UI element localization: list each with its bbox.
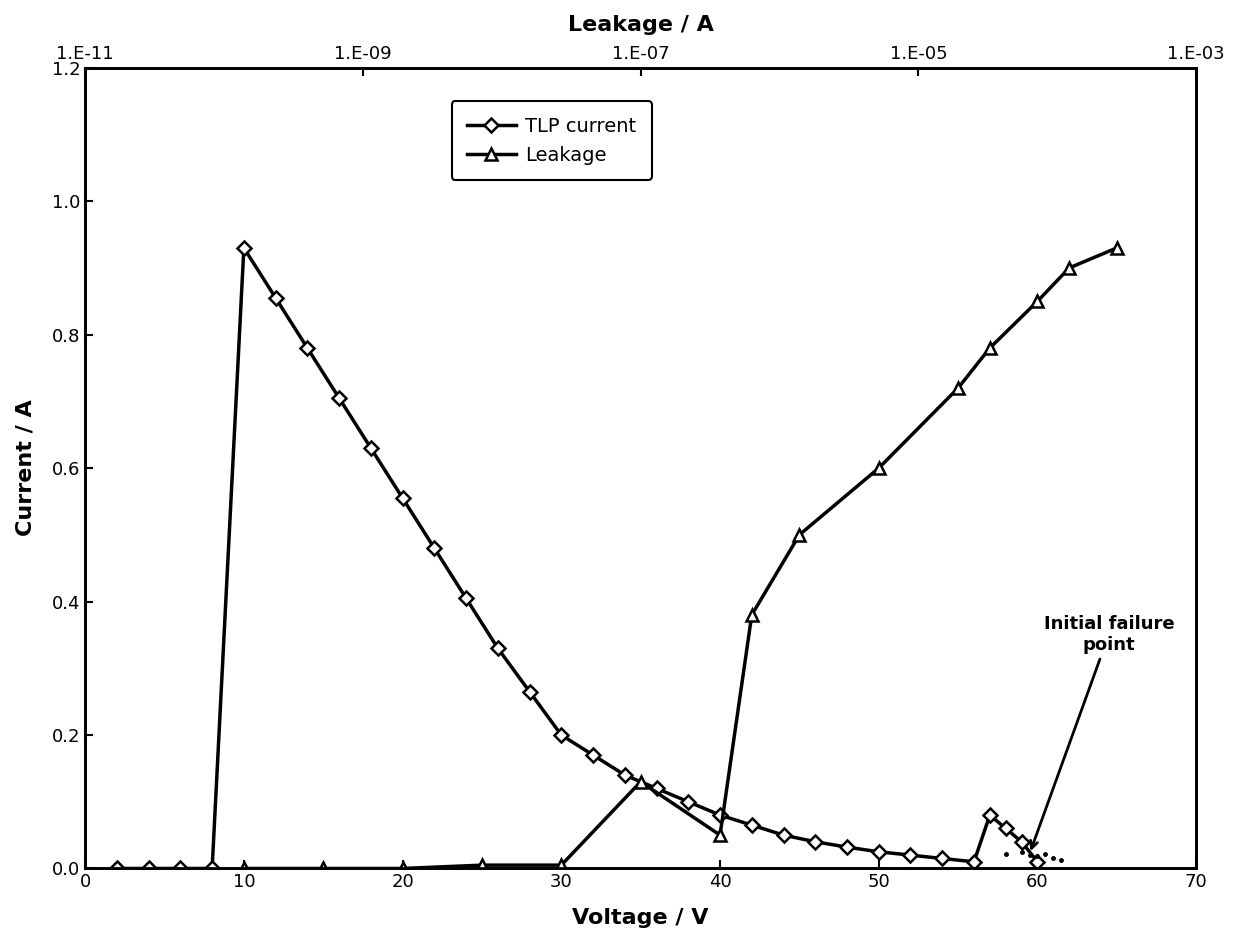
TLP current [427, 542, 441, 554]
Leakage [634, 776, 649, 787]
Y-axis label: Current / A: Current / A [15, 400, 35, 537]
TLP current [205, 863, 219, 874]
TLP current [839, 841, 854, 852]
Leakage [744, 609, 759, 620]
TLP current [141, 863, 156, 874]
Point [1019, 848, 1039, 863]
TLP current [982, 809, 997, 820]
TLP current [172, 863, 187, 874]
TLP current [237, 242, 252, 254]
Leakage [475, 859, 490, 870]
TLP current [585, 750, 600, 761]
Leakage [982, 342, 997, 354]
Leakage [237, 863, 252, 874]
TLP current [872, 846, 887, 857]
TLP current [109, 863, 124, 874]
TLP current [396, 492, 410, 504]
Leakage [872, 462, 887, 473]
Leakage [713, 830, 728, 841]
TLP current [1014, 836, 1029, 848]
Leakage [1061, 262, 1076, 273]
Leakage [1110, 242, 1125, 254]
TLP current [903, 850, 918, 861]
TLP current [522, 686, 537, 697]
TLP current [807, 836, 822, 848]
Leakage [316, 863, 331, 874]
TLP current [1030, 856, 1045, 868]
TLP current [459, 592, 474, 604]
Point [996, 846, 1016, 861]
TLP current [300, 342, 315, 354]
TLP current [363, 442, 378, 454]
Point [1035, 846, 1055, 861]
Text: Initial failure
point: Initial failure point [1030, 615, 1174, 849]
Leakage [396, 863, 410, 874]
Line: TLP current: TLP current [112, 243, 1043, 873]
Point [1028, 849, 1048, 864]
TLP current [744, 819, 759, 831]
Line: Leakage: Leakage [238, 241, 1123, 875]
Leakage [951, 382, 966, 393]
TLP current [268, 292, 283, 304]
TLP current [935, 852, 950, 864]
Point [1012, 844, 1032, 859]
TLP current [713, 809, 728, 820]
TLP current [490, 642, 505, 653]
Point [1043, 851, 1063, 866]
TLP current [554, 729, 569, 740]
Leakage [1030, 296, 1045, 307]
X-axis label: Voltage / V: Voltage / V [573, 908, 709, 928]
TLP current [618, 769, 632, 781]
Point [1052, 852, 1071, 868]
TLP current [649, 783, 663, 794]
Leakage [554, 859, 569, 870]
Leakage [792, 529, 807, 540]
TLP current [681, 796, 696, 807]
X-axis label: Leakage / A: Leakage / A [568, 15, 713, 35]
TLP current [998, 823, 1013, 835]
TLP current [966, 856, 981, 868]
TLP current [331, 392, 346, 404]
TLP current [776, 830, 791, 841]
Legend: TLP current, Leakage: TLP current, Leakage [451, 102, 652, 180]
